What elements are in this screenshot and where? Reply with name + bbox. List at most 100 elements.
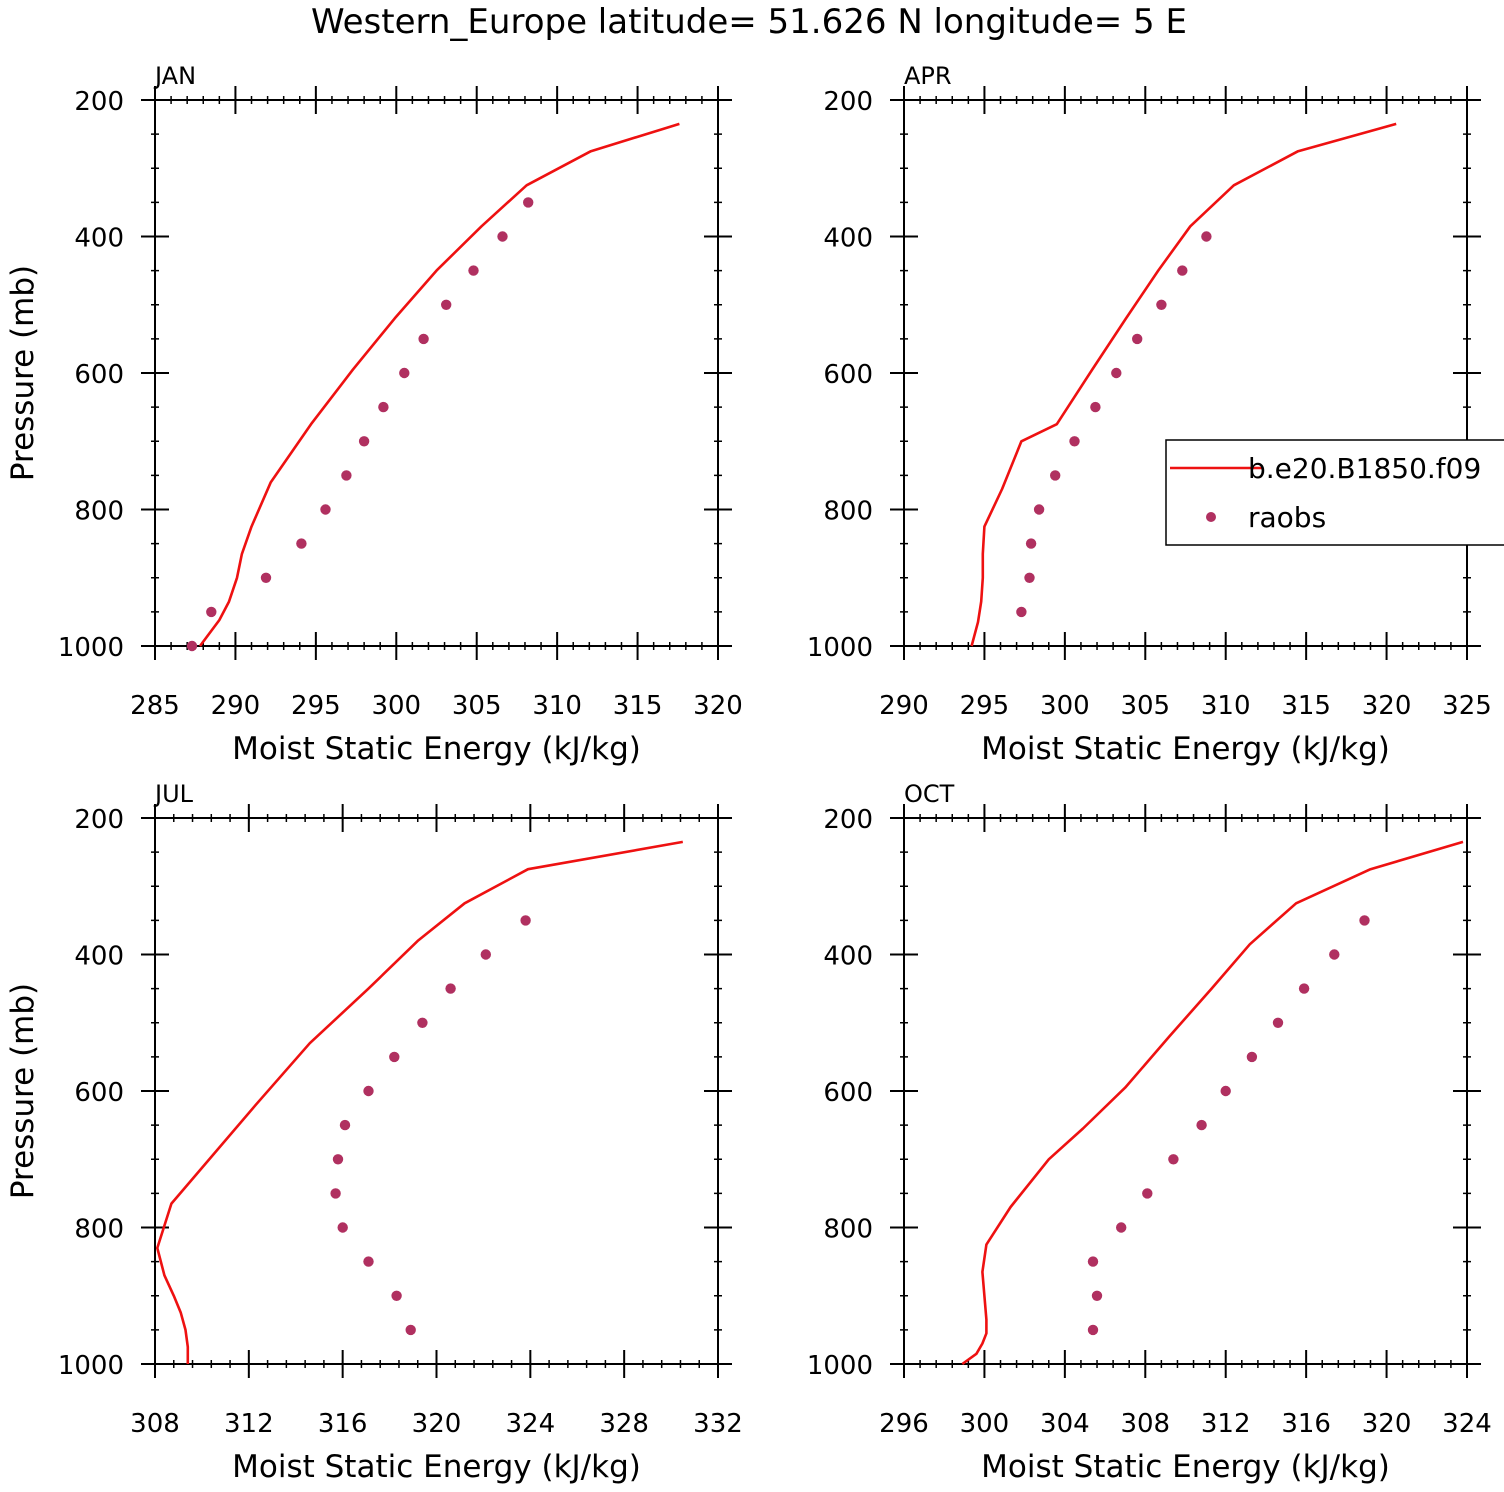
panel-jul: JUL 308 312 316 320 324 328 332 200 400 600 800 1000… xyxy=(5,780,743,1485)
x-tick-label: 290 xyxy=(879,691,929,721)
x-tick-label: 324 xyxy=(1442,1409,1492,1439)
raobs-point xyxy=(332,1154,344,1165)
model-profile-line xyxy=(961,840,1464,1366)
x-tick-label: 328 xyxy=(599,1409,649,1439)
figure-title: Western_Europe latitude= 51.626 N longit… xyxy=(311,2,1187,42)
y-tick-label: 800 xyxy=(74,497,124,527)
legend-marker-swatch xyxy=(1206,512,1216,522)
raobs-point xyxy=(497,231,508,242)
x-tick-label: 295 xyxy=(291,691,341,721)
raobs-point xyxy=(363,1085,374,1097)
model-profile-line xyxy=(156,840,684,1364)
x-axis-label: Moist Static Energy (kJ/kg) xyxy=(981,1449,1390,1485)
x-tick-label: 316 xyxy=(318,1409,368,1439)
raobs-point xyxy=(468,265,479,276)
plot-frame xyxy=(903,817,1468,1365)
raobs-point xyxy=(441,299,452,310)
raobs-point xyxy=(337,1222,348,1233)
raobs-point xyxy=(363,1256,374,1267)
raobs-point xyxy=(1025,538,1037,549)
x-axis-label: Moist Static Energy (kJ/kg) xyxy=(232,731,641,767)
panel-apr: APR 290 295 300 305 310 315 320 325 200 400 600 800 1… xyxy=(807,62,1492,767)
x-tick-label: 300 xyxy=(960,1409,1010,1439)
x-tick-label: 316 xyxy=(1281,1409,1331,1439)
x-axis-label: Moist Static Energy (kJ/kg) xyxy=(981,731,1390,767)
panels: JAN 285 290 295 300 305 310 315 320 200 400 600 800 1… xyxy=(5,62,1492,1485)
legend: b.e20.B1850.f09 raobs xyxy=(1165,439,1504,546)
y-tick-label: 1000 xyxy=(807,633,873,663)
y-tick-label: 600 xyxy=(823,1078,873,1108)
x-tick-label: 320 xyxy=(1362,1409,1412,1439)
x-tick-label: 310 xyxy=(532,691,582,721)
panel-oct: OCT 296 300 304 308 312 316 320 324 200 400 600 800 1… xyxy=(807,780,1492,1485)
raobs-point xyxy=(523,197,534,208)
raobs-point xyxy=(391,1290,402,1302)
raobs-point xyxy=(320,504,331,515)
panel-label: JAN xyxy=(153,62,196,90)
y-axis-label: Pressure (mb) xyxy=(5,983,41,1199)
y-tick-label: 800 xyxy=(823,497,873,527)
raobs-point xyxy=(1024,572,1035,583)
raobs-point xyxy=(1246,1051,1258,1063)
model-profile-line xyxy=(970,122,1397,647)
raobs-point xyxy=(1111,367,1122,379)
x-tick-label: 315 xyxy=(613,691,663,721)
raobs-point xyxy=(1090,401,1101,413)
x-tick-label: 300 xyxy=(371,691,421,721)
y-tick-label: 1000 xyxy=(58,633,124,663)
raobs-point xyxy=(399,367,410,379)
plot-frame xyxy=(154,99,719,647)
y-tick-label: 200 xyxy=(74,805,124,835)
x-tick-label: 325 xyxy=(1442,691,1492,721)
raobs-point xyxy=(389,1051,400,1063)
raobs-point xyxy=(1359,915,1370,926)
y-tick-label: 600 xyxy=(74,1078,124,1108)
panel-jan: JAN 285 290 295 300 305 310 315 320 200 400 600 800 1… xyxy=(5,62,743,767)
raobs-point xyxy=(1069,436,1080,447)
raobs-point xyxy=(1177,265,1188,276)
y-tick-label: 400 xyxy=(74,942,124,972)
x-tick-label: 295 xyxy=(960,691,1010,721)
x-tick-label: 305 xyxy=(1120,691,1170,721)
raobs-point xyxy=(1050,470,1061,481)
raobs-point xyxy=(260,572,272,583)
y-tick-label: 200 xyxy=(74,87,124,117)
raobs-point xyxy=(1116,1222,1127,1233)
raobs-point xyxy=(1220,1085,1231,1097)
raobs-point xyxy=(520,915,531,926)
x-axis-label: Moist Static Energy (kJ/kg) xyxy=(232,1449,641,1485)
x-tick-label: 290 xyxy=(211,691,261,721)
y-tick-label: 800 xyxy=(74,1215,124,1245)
x-tick-label: 312 xyxy=(1201,1409,1251,1439)
y-tick-label: 200 xyxy=(823,87,873,117)
raobs-point xyxy=(206,606,217,618)
y-tick-label: 400 xyxy=(74,224,124,254)
raobs-point xyxy=(1142,1188,1153,1199)
y-tick-label: 600 xyxy=(823,360,873,390)
raobs-point xyxy=(480,949,491,960)
raobs-point xyxy=(1033,504,1045,515)
raobs-point xyxy=(341,470,352,481)
raobs-point xyxy=(1168,1154,1179,1165)
y-tick-label: 400 xyxy=(823,224,873,254)
plot-frame xyxy=(154,817,719,1365)
raobs-point xyxy=(1329,949,1340,960)
raobs-point xyxy=(358,436,370,447)
plot-frame xyxy=(903,99,1468,647)
raobs-point xyxy=(418,333,429,345)
raobs-point xyxy=(417,1017,428,1028)
raobs-point xyxy=(1087,1256,1099,1267)
y-tick-label: 800 xyxy=(823,1215,873,1245)
raobs-point xyxy=(339,1119,351,1131)
x-tick-label: 308 xyxy=(130,1409,180,1439)
x-tick-label: 304 xyxy=(1040,1409,1090,1439)
legend-box xyxy=(1165,439,1504,546)
raobs-point xyxy=(330,1188,341,1199)
raobs-point xyxy=(1156,299,1167,310)
x-tick-label: 320 xyxy=(693,691,743,721)
x-tick-label: 310 xyxy=(1201,691,1251,721)
raobs-point xyxy=(186,640,198,652)
panel-label: OCT xyxy=(904,780,955,808)
raobs-point xyxy=(1087,1324,1099,1336)
panel-label: APR xyxy=(904,62,952,90)
